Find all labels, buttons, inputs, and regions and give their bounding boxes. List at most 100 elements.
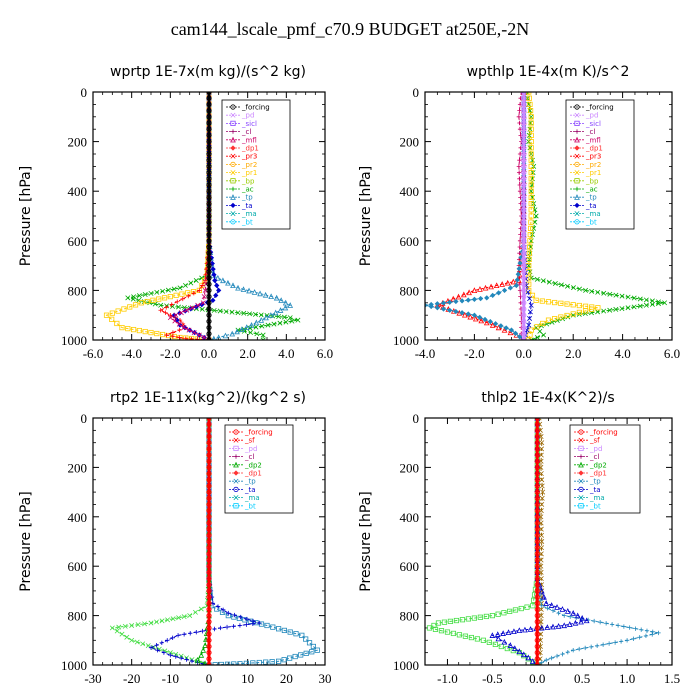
series-point-marker bbox=[138, 300, 144, 306]
series-point-marker bbox=[507, 285, 514, 291]
y-tick-label: 400 bbox=[400, 184, 420, 199]
series-point-marker bbox=[295, 317, 301, 323]
series-point-marker bbox=[539, 298, 545, 304]
x-tick-label: 2.0 bbox=[240, 346, 256, 361]
legend-entry: _ma bbox=[589, 494, 605, 502]
series-point-marker bbox=[534, 588, 540, 594]
series-point-marker bbox=[495, 611, 501, 617]
series-dp1 bbox=[109, 418, 212, 665]
series-point-marker bbox=[521, 182, 527, 188]
x-tick-label: 0.5 bbox=[574, 671, 590, 686]
series-point-marker bbox=[534, 582, 540, 588]
series-point-marker bbox=[185, 290, 191, 296]
series-point-marker bbox=[534, 418, 540, 421]
series-point-marker bbox=[521, 194, 527, 200]
series-point-marker bbox=[527, 108, 534, 114]
series-point-marker bbox=[538, 613, 544, 619]
series-point-marker bbox=[275, 626, 282, 632]
x-tick-label: 1.5 bbox=[664, 671, 680, 686]
plot-area bbox=[103, 92, 301, 340]
series-point-marker bbox=[206, 612, 212, 619]
series-point-marker bbox=[246, 287, 252, 294]
series-point-marker bbox=[521, 170, 527, 176]
series-point-marker bbox=[314, 647, 320, 653]
series-point-marker bbox=[552, 299, 558, 306]
series-point-marker bbox=[619, 293, 625, 299]
series-point-marker bbox=[558, 300, 564, 306]
series-point-marker bbox=[197, 288, 202, 293]
series-point-marker bbox=[306, 640, 313, 646]
series-point-marker bbox=[252, 311, 258, 317]
series-point-marker bbox=[206, 538, 212, 545]
series-point-marker bbox=[237, 661, 243, 665]
series-point-marker bbox=[471, 312, 478, 318]
series-point-marker bbox=[129, 637, 135, 643]
series-point-marker bbox=[550, 608, 556, 613]
series-point-marker bbox=[521, 95, 527, 101]
series-point-marker bbox=[428, 303, 434, 310]
series-point-marker bbox=[170, 635, 175, 641]
series-point-marker bbox=[467, 313, 474, 320]
series-point-marker bbox=[521, 151, 527, 157]
series-point-marker bbox=[544, 657, 549, 663]
series-point-marker bbox=[206, 427, 212, 433]
series-line bbox=[105, 92, 210, 340]
series-point-marker bbox=[194, 629, 199, 635]
series-line bbox=[425, 92, 525, 340]
series-point-marker bbox=[607, 307, 613, 313]
series-point-marker bbox=[293, 631, 299, 637]
y-tick-label: 200 bbox=[68, 135, 88, 150]
series-point-marker bbox=[186, 293, 191, 299]
legend-marker bbox=[578, 437, 584, 443]
series-point-marker bbox=[528, 114, 534, 120]
legend-marker bbox=[574, 219, 580, 225]
series-point-marker bbox=[206, 132, 212, 138]
series-point-marker bbox=[211, 272, 217, 278]
series-point-marker bbox=[633, 626, 638, 631]
series-line bbox=[208, 418, 319, 665]
series-point-marker bbox=[202, 660, 208, 665]
series-point-marker bbox=[257, 290, 263, 297]
series-point-marker bbox=[465, 311, 471, 317]
series-point-marker bbox=[521, 318, 527, 324]
y-tick-label: 0 bbox=[81, 85, 88, 100]
legend-marker bbox=[578, 445, 584, 452]
x-tick-label: 0.0 bbox=[516, 346, 532, 361]
series-point-marker bbox=[488, 283, 494, 290]
series-point-marker bbox=[200, 628, 205, 634]
series-point-marker bbox=[534, 489, 540, 495]
series-point-marker bbox=[534, 495, 540, 501]
legend-marker bbox=[574, 178, 580, 184]
series-point-marker bbox=[459, 617, 466, 623]
series-point-marker bbox=[516, 170, 522, 175]
series-point-marker bbox=[606, 641, 612, 646]
series-point-marker bbox=[609, 622, 615, 627]
series-point-marker bbox=[217, 308, 223, 314]
series-point-marker bbox=[206, 120, 212, 126]
series-point-marker bbox=[582, 308, 589, 314]
series-point-marker bbox=[298, 652, 304, 658]
series-point-marker bbox=[534, 464, 540, 470]
series-point-marker bbox=[521, 238, 527, 244]
series-point-marker bbox=[180, 296, 185, 302]
y-axis-label: Pressure [hPa] bbox=[358, 166, 374, 266]
series-point-marker bbox=[287, 629, 293, 635]
x-tick-label: -20 bbox=[123, 671, 140, 686]
series-point-marker bbox=[468, 634, 475, 641]
series-point-marker bbox=[486, 639, 492, 645]
series-point-marker bbox=[432, 626, 439, 632]
series-point-marker bbox=[211, 335, 217, 340]
series-point-marker bbox=[230, 282, 236, 289]
legend-marker bbox=[233, 486, 239, 492]
legend-entry: _dp2 bbox=[589, 461, 607, 469]
panel-title: thlp2 1E-4x(K^2)/s bbox=[481, 390, 614, 406]
series-point-marker bbox=[165, 638, 170, 643]
series-point-marker bbox=[649, 298, 655, 304]
series-point-marker bbox=[177, 335, 182, 340]
series-point-marker bbox=[240, 286, 247, 292]
legend-marker bbox=[233, 445, 239, 452]
series-point-marker bbox=[534, 514, 540, 520]
series-point-marker bbox=[578, 618, 584, 625]
legend-entry: _ta bbox=[589, 486, 601, 494]
series-point-marker bbox=[198, 606, 204, 612]
